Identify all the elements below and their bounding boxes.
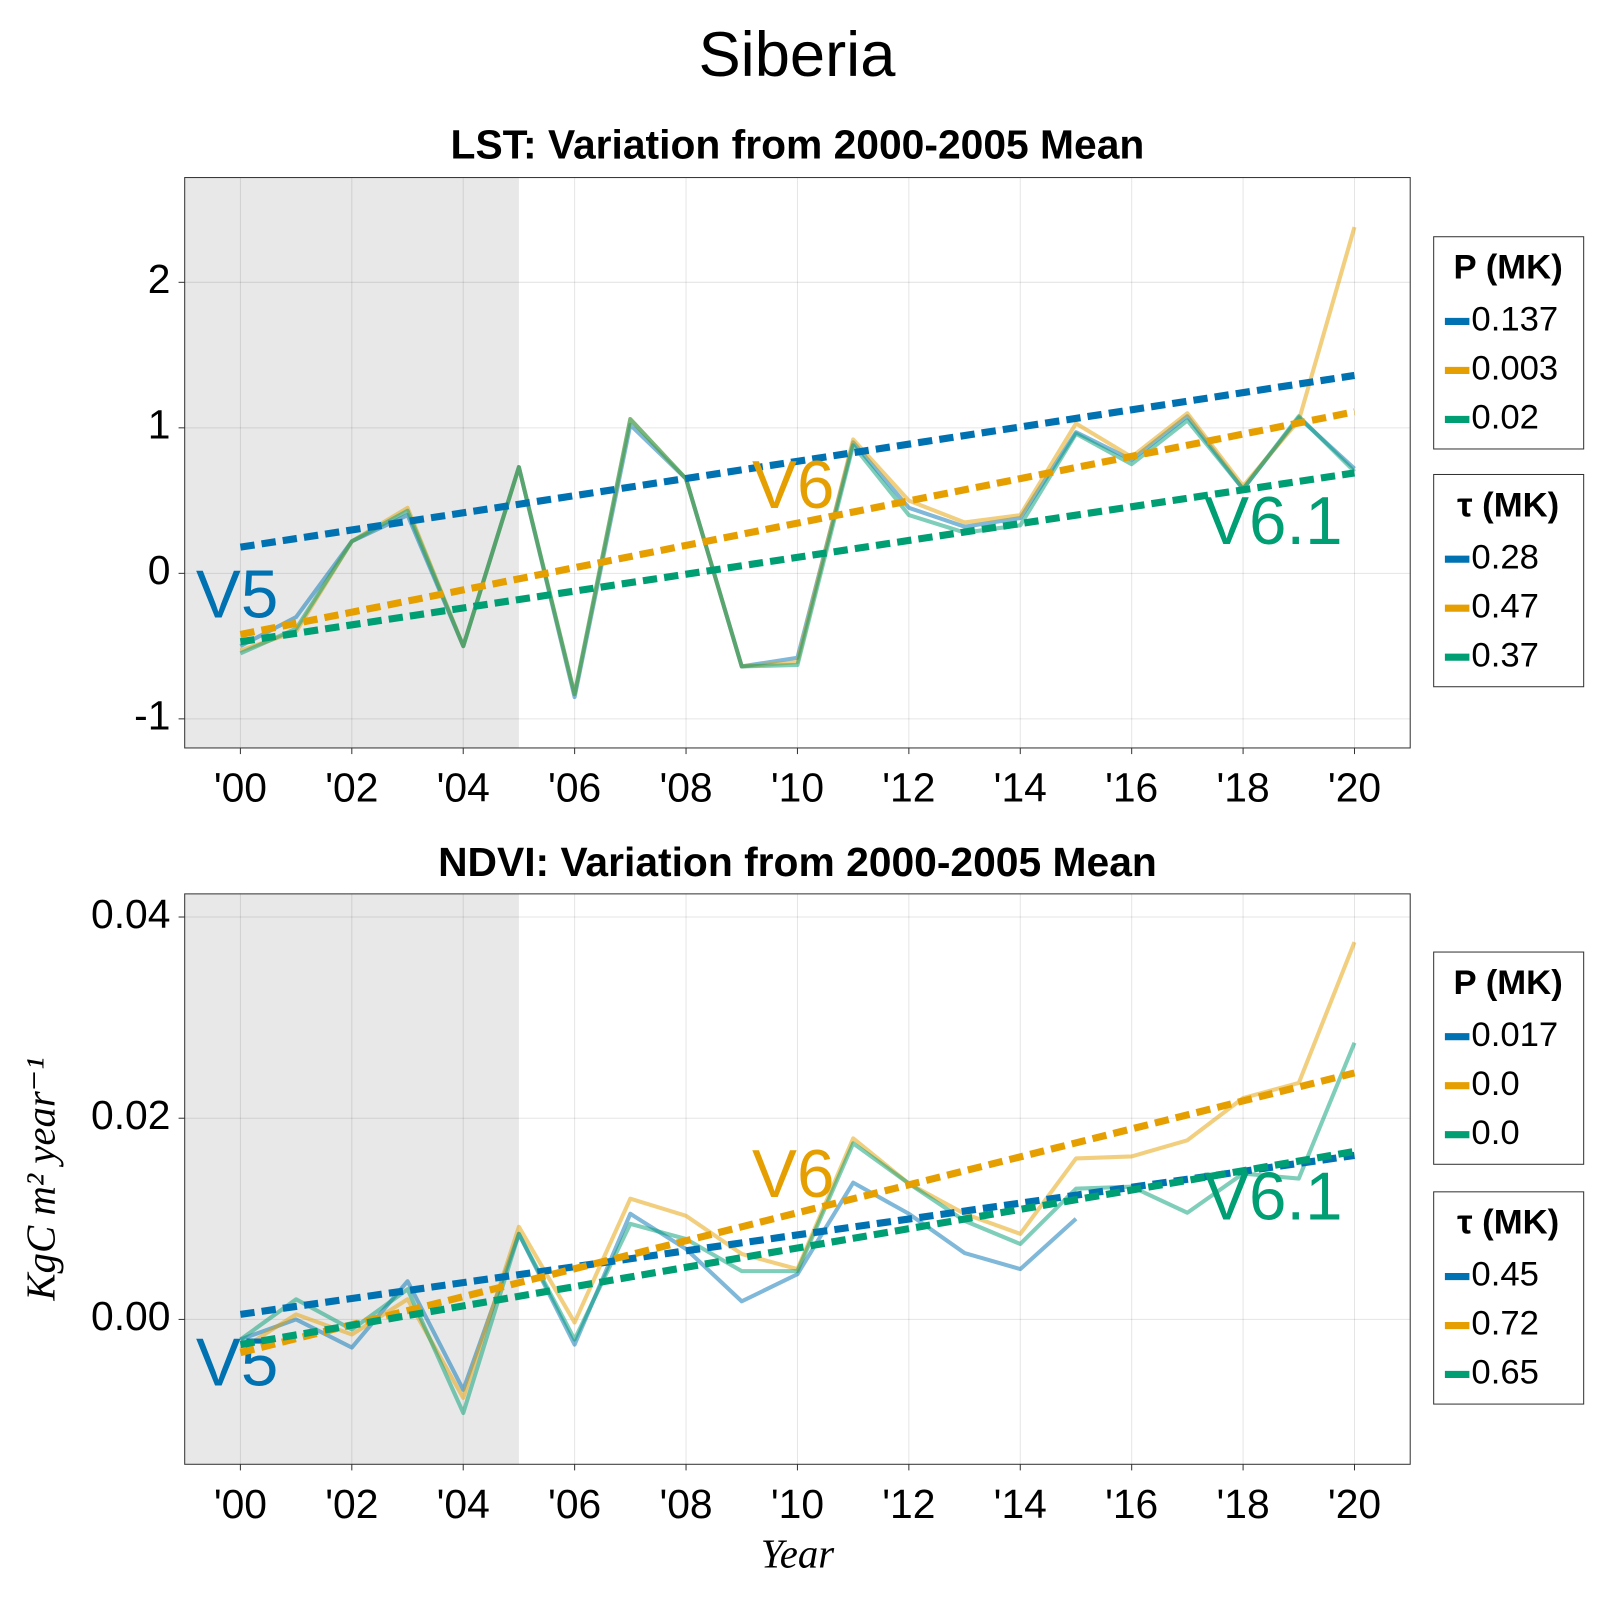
x-tick-label: '10	[771, 1481, 824, 1527]
legend-title: τ (MK)	[1457, 1204, 1559, 1242]
series-annotation: V6.1	[1204, 484, 1343, 559]
y-tick-label: 2	[148, 256, 171, 302]
x-tick-label: '04	[437, 765, 490, 811]
legend-entry: 0.0	[1471, 1114, 1519, 1152]
x-axis-label: Year	[761, 1532, 834, 1577]
legend-entry: 0.65	[1471, 1354, 1539, 1392]
legend-box	[1433, 236, 1585, 450]
x-tick-label: '02	[325, 1481, 378, 1527]
y-tick-label: 0.04	[91, 891, 170, 937]
legend-title: P (MK)	[1454, 964, 1563, 1002]
legend-entry: 0.28	[1471, 538, 1539, 576]
legend-box	[1433, 1191, 1585, 1405]
panel-title: NDVI: Variation from 2000-2005 Mean	[438, 839, 1157, 885]
trend-line	[239, 371, 1356, 551]
x-tick-label: '14	[994, 765, 1047, 811]
legend-entry: 0.47	[1471, 587, 1539, 625]
legend-entry: 0.137	[1471, 301, 1558, 339]
x-tick-label: '00	[214, 1481, 267, 1527]
x-tick-label: '20	[1328, 765, 1381, 811]
trend-line	[239, 1147, 1356, 1349]
series-annotation: V6	[752, 1137, 834, 1212]
legend-entry: 0.0	[1471, 1065, 1519, 1103]
x-tick-label: '16	[1105, 765, 1158, 811]
legend-entry: 0.72	[1471, 1305, 1539, 1343]
x-tick-label: '10	[771, 765, 824, 811]
legend-title: τ (MK)	[1457, 486, 1559, 524]
data-line	[239, 414, 1356, 697]
x-tick-label: '06	[548, 765, 601, 811]
legend-entry: 0.017	[1471, 1016, 1558, 1054]
y-tick-label: 1	[148, 402, 171, 448]
figure-title: Siberia	[698, 20, 896, 90]
baseline-shade	[184, 893, 519, 1465]
plot-frame	[184, 893, 1411, 1465]
x-tick-label: '04	[437, 1481, 490, 1527]
legend-title: P (MK)	[1454, 249, 1563, 287]
legend-box	[1433, 473, 1585, 688]
series-annotation: V6	[752, 448, 834, 523]
panel-title: LST: Variation from 2000-2005 Mean	[451, 122, 1145, 168]
x-tick-label: '08	[659, 765, 712, 811]
x-tick-label: '08	[659, 1481, 712, 1527]
y-tick-label: 0.02	[91, 1092, 170, 1138]
y-axis-label: KgC m² year⁻¹	[18, 1057, 63, 1301]
data-line	[239, 1041, 1357, 1415]
trend-line	[239, 408, 1356, 638]
y-tick-label: -1	[134, 693, 170, 739]
legend-entry: 0.37	[1471, 636, 1539, 674]
x-tick-label: '20	[1328, 1481, 1381, 1527]
legend-entry: 0.45	[1471, 1256, 1539, 1294]
trend-line	[239, 469, 1356, 646]
x-tick-label: '18	[1217, 765, 1270, 811]
legend-box	[1433, 951, 1585, 1165]
x-tick-label: '18	[1217, 1481, 1270, 1527]
x-tick-label: '14	[994, 1481, 1047, 1527]
x-tick-label: '16	[1105, 1481, 1158, 1527]
plot-frame	[184, 177, 1411, 749]
x-tick-label: '00	[214, 765, 267, 811]
x-tick-label: '02	[325, 765, 378, 811]
series-annotation: V6.1	[1204, 1159, 1343, 1234]
x-tick-label: '12	[882, 765, 935, 811]
x-tick-label: '06	[548, 1481, 601, 1527]
y-tick-label: 0.00	[91, 1293, 170, 1339]
y-tick-label: 0	[148, 547, 171, 593]
legend-entry: 0.003	[1471, 350, 1558, 388]
series-annotation: V5	[196, 557, 278, 632]
x-tick-label: '12	[882, 1481, 935, 1527]
trend-line	[239, 1151, 1356, 1318]
legend-entry: 0.02	[1471, 399, 1539, 437]
